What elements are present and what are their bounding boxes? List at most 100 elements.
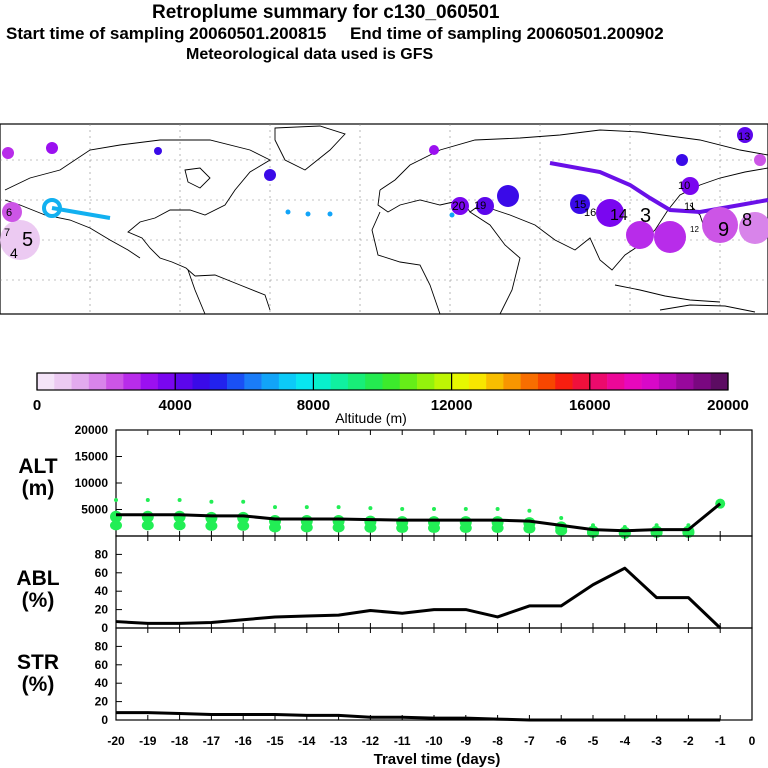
plume-blob bbox=[285, 209, 291, 215]
trajectory-day-labels: 5 4 3 9 8 20 15 13 11 16 12 14 10 19 6 7 bbox=[4, 131, 752, 261]
x-tick-label: -17 bbox=[203, 734, 221, 748]
colorbar-cells bbox=[37, 373, 729, 390]
x-tick-label: -9 bbox=[460, 734, 471, 748]
x-tick-label: -2 bbox=[683, 734, 694, 748]
colorbar-cell bbox=[157, 373, 176, 390]
y-tick-label: 15000 bbox=[75, 450, 109, 464]
series-line-abl bbox=[115, 566, 722, 630]
colorbar-tick-label: 4000 bbox=[159, 397, 192, 414]
x-tick-label: -18 bbox=[171, 734, 189, 748]
colorbar-cell bbox=[624, 373, 642, 390]
altitude-point bbox=[269, 522, 281, 533]
x-tick-label: -3 bbox=[651, 734, 662, 748]
plume-blob bbox=[570, 194, 590, 214]
y-tick-label: 20000 bbox=[75, 423, 109, 437]
plume-blob bbox=[596, 199, 624, 227]
day-label: 20 bbox=[452, 199, 466, 213]
altitude-point bbox=[304, 505, 309, 510]
day-label: 5 bbox=[22, 229, 33, 251]
x-tick-label: -20 bbox=[107, 734, 125, 748]
colorbar-cell bbox=[434, 373, 452, 390]
colorbar-tick-label: 0 bbox=[33, 397, 41, 414]
day-label: 19 bbox=[474, 200, 486, 212]
x-tick-label: 0 bbox=[749, 734, 756, 748]
colorbar-cell bbox=[710, 373, 729, 390]
altitude-point bbox=[654, 523, 659, 528]
colorbar-cell bbox=[175, 373, 193, 390]
trajectory-source-ring bbox=[42, 198, 62, 218]
colorbar-cell bbox=[296, 373, 314, 390]
altitude-point bbox=[491, 523, 504, 534]
colorbar-tick-label: 16000 bbox=[569, 397, 611, 414]
colorbar-cell bbox=[227, 373, 245, 390]
altitude-point bbox=[273, 505, 277, 510]
y-axis-label: ABL bbox=[16, 567, 59, 590]
altitude-point bbox=[555, 525, 568, 536]
altitude-point bbox=[300, 522, 313, 533]
x-tick-label: -8 bbox=[492, 734, 503, 748]
colorbar-cell bbox=[192, 373, 211, 390]
colorbar-cell bbox=[572, 373, 591, 390]
y-tick-label: 40 bbox=[95, 676, 109, 690]
x-tick-label: -1 bbox=[715, 734, 726, 748]
plume-blob bbox=[264, 169, 276, 181]
y-tick-label: 60 bbox=[95, 658, 109, 672]
colorbar-cell bbox=[365, 373, 383, 390]
x-tick-label: -19 bbox=[139, 734, 157, 748]
series-line-alt bbox=[116, 502, 722, 533]
altitude-point bbox=[591, 523, 595, 528]
colorbar-title: Altitude (m) bbox=[335, 410, 407, 426]
plume-blob bbox=[497, 185, 519, 207]
colorbar-cell bbox=[54, 373, 72, 390]
plume-blob bbox=[476, 197, 494, 215]
colorbar-cell bbox=[209, 373, 228, 390]
colorbar-cell bbox=[330, 373, 349, 390]
colorbar-cell bbox=[468, 373, 487, 390]
plume-blob bbox=[327, 211, 333, 217]
y-tick-label: 80 bbox=[95, 547, 109, 561]
colorbar-cell bbox=[451, 373, 470, 390]
colorbar-cell bbox=[676, 373, 694, 390]
y-axis-label: ALT bbox=[18, 455, 57, 478]
day-label: 6 bbox=[6, 207, 12, 219]
colorbar: 0 4000 8000 12000 16000 20000 Altitude (m) bbox=[33, 372, 749, 426]
day-label: 14 bbox=[610, 207, 628, 224]
x-tick-label: -14 bbox=[298, 734, 316, 748]
panel-abl: 0 20 40 60 80 ABL(%) bbox=[16, 535, 753, 635]
altitude-point bbox=[463, 506, 468, 511]
coast-greenland bbox=[274, 125, 346, 171]
colorbar-cell bbox=[313, 373, 331, 390]
colorbar-cell bbox=[106, 373, 124, 390]
colorbar-cell bbox=[399, 373, 418, 390]
colorbar-cell bbox=[71, 373, 90, 390]
altitude-point bbox=[686, 523, 691, 528]
x-tick-label: -15 bbox=[266, 734, 284, 748]
altitude-point bbox=[523, 523, 536, 534]
altitude-point bbox=[332, 522, 345, 533]
panel-str: 0 20 40 60 80 STR(%) bbox=[17, 627, 753, 727]
x-tick-label: -5 bbox=[588, 734, 599, 748]
colorbar-cell bbox=[555, 373, 573, 390]
y-tick-label: 20 bbox=[95, 695, 109, 709]
altitude-point bbox=[428, 523, 440, 534]
y-axis-label: STR bbox=[17, 651, 59, 674]
x-tick-label: -6 bbox=[556, 734, 567, 748]
plume-blob bbox=[626, 221, 654, 249]
y-tick-label: 10000 bbox=[75, 476, 109, 490]
panel-alt: 5000 10000 15000 20000 ALT(m) bbox=[18, 423, 753, 539]
world-map: 5 4 3 9 8 20 15 13 11 16 12 14 10 19 6 7 bbox=[0, 123, 768, 315]
colorbar-cell bbox=[278, 373, 297, 390]
coast-hudson-bay bbox=[184, 167, 211, 189]
plume-trajectory bbox=[42, 161, 768, 220]
series-line-str bbox=[116, 711, 721, 722]
map-frame bbox=[0, 123, 768, 315]
colorbar-cell bbox=[123, 373, 141, 390]
y-axis-label: (%) bbox=[22, 673, 55, 696]
met-data-label: Meteorological data used is GFS bbox=[186, 46, 434, 63]
altitude-point bbox=[237, 520, 250, 531]
coast-asia bbox=[479, 167, 768, 271]
colorbar-cell bbox=[37, 373, 55, 390]
coast-north-america bbox=[4, 139, 271, 277]
day-label: 10 bbox=[678, 180, 690, 192]
